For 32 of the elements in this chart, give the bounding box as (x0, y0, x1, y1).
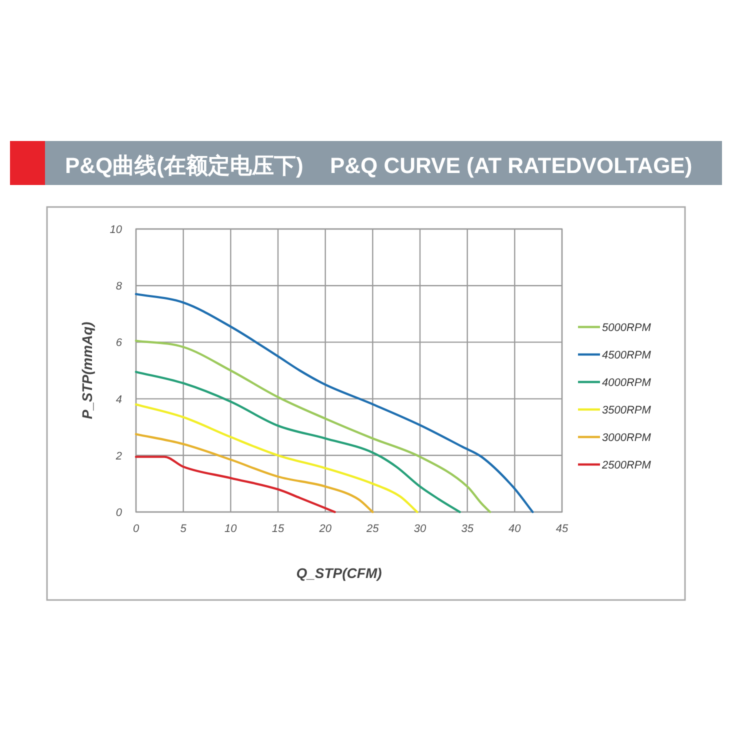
x-tick-label: 45 (556, 523, 569, 535)
chart-title: P&Q曲线(在额定电压下) (65, 153, 304, 178)
y-tick-label: 4 (116, 394, 122, 406)
line-series (134, 433, 374, 514)
line-series (134, 403, 418, 514)
x-axis-title: Q_STP(CFM) (296, 565, 382, 581)
x-tick-label: 20 (318, 523, 332, 535)
x-tick-label: 5 (180, 523, 188, 535)
legend-label: 2500RPM (601, 460, 652, 472)
y-axis-title: P_STP(mmAq) (79, 322, 95, 420)
x-tick-label: 15 (272, 523, 285, 535)
x-tick-label: 0 (132, 523, 140, 535)
x-tick-label: 30 (414, 523, 427, 535)
line-series (134, 370, 461, 514)
x-tick-label: 10 (224, 523, 238, 535)
legend-label: 3500RPM (602, 404, 652, 416)
chart-subtitle: P&Q CURVE (AT RATEDVOLTAGE) (330, 153, 692, 178)
legend-label: 4000RPM (602, 377, 652, 389)
legend-label: 3000RPM (602, 432, 652, 444)
y-tick-label: 0 (116, 507, 123, 519)
line-series (134, 340, 492, 514)
line-series (134, 456, 336, 514)
legend-label: 4500RPM (602, 350, 652, 362)
legend-label: 5000RPM (602, 322, 652, 334)
y-tick-label: 6 (116, 337, 123, 350)
y-tick-label: 10 (110, 224, 123, 236)
x-tick-label: 35 (461, 523, 474, 535)
line-series (134, 292, 534, 514)
y-tick-label: 8 (116, 280, 123, 293)
x-tick-label: 25 (366, 523, 380, 535)
y-tick-label: 2 (114, 450, 122, 462)
x-tick-label: 40 (508, 523, 522, 535)
